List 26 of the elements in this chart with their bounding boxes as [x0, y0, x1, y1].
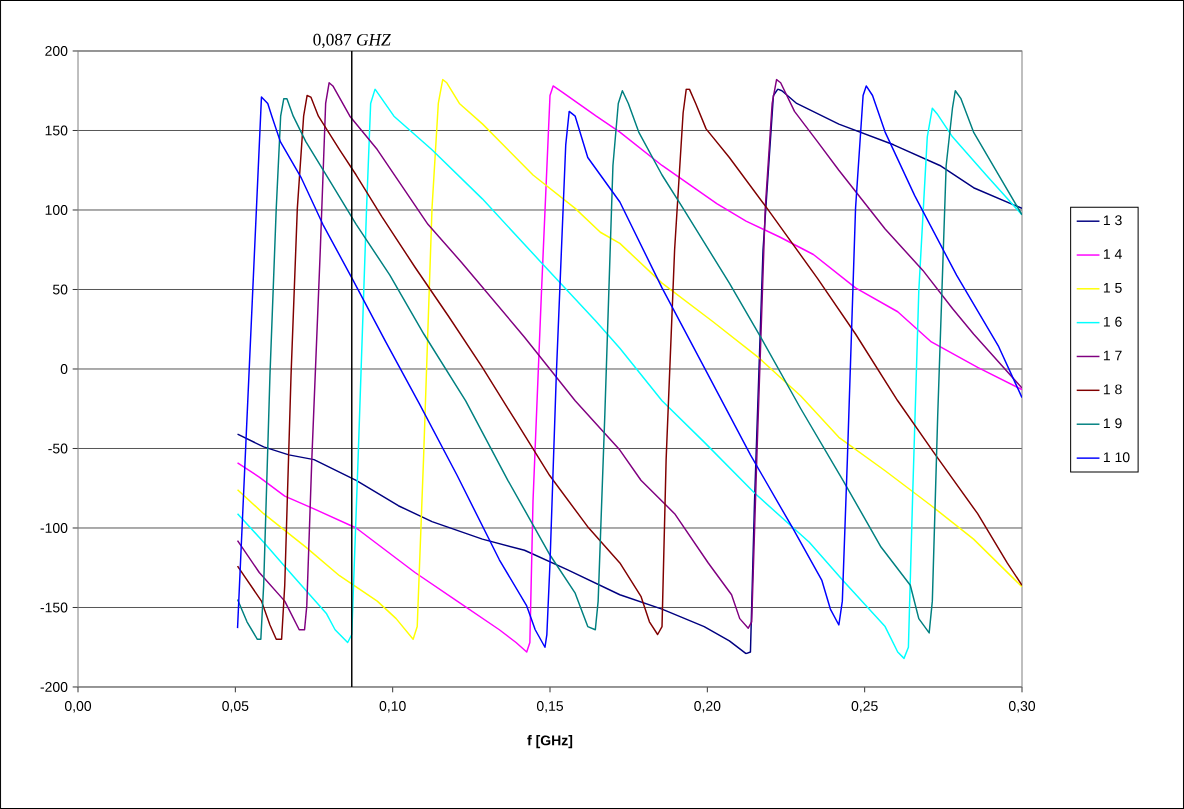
x-tick-label: 0,05 [222, 701, 249, 713]
y-tick-label: -50 [48, 443, 68, 454]
y-tick-label: -100 [40, 523, 68, 533]
x-tick-label: 0,20 [694, 701, 721, 713]
x-tick-label: 0,30 [1008, 701, 1036, 713]
y-tick-label: 200 [45, 46, 68, 56]
legend-label: 1 3 [1103, 215, 1122, 226]
y-tick-label: -200 [40, 682, 68, 692]
x-tick-label: 0,25 [851, 701, 878, 713]
x-axis-title: f [GHz] [527, 735, 573, 749]
legend-label: 1 5 [1103, 283, 1122, 293]
y-tick-label: 50 [52, 284, 68, 295]
y-tick-label: -150 [40, 602, 68, 613]
x-tick-label: 0,15 [536, 701, 564, 713]
legend-label: 1 6 [1103, 316, 1122, 327]
legend-label: 1 7 [1103, 350, 1122, 361]
y-tick-label: 100 [45, 205, 68, 215]
legend-label: 1 8 [1103, 384, 1122, 395]
ref-line-label: 0,087 GHZ [313, 33, 391, 49]
y-tick-label: 150 [45, 125, 68, 136]
legend-label: 1 4 [1103, 249, 1122, 259]
y-tick-label: 0 [60, 364, 68, 374]
x-tick-label: 0,10 [379, 701, 406, 713]
legend-label: 1 10 [1103, 452, 1130, 463]
x-tick-label: 0,00 [64, 701, 92, 713]
legend-label: 1 9 [1103, 418, 1122, 429]
